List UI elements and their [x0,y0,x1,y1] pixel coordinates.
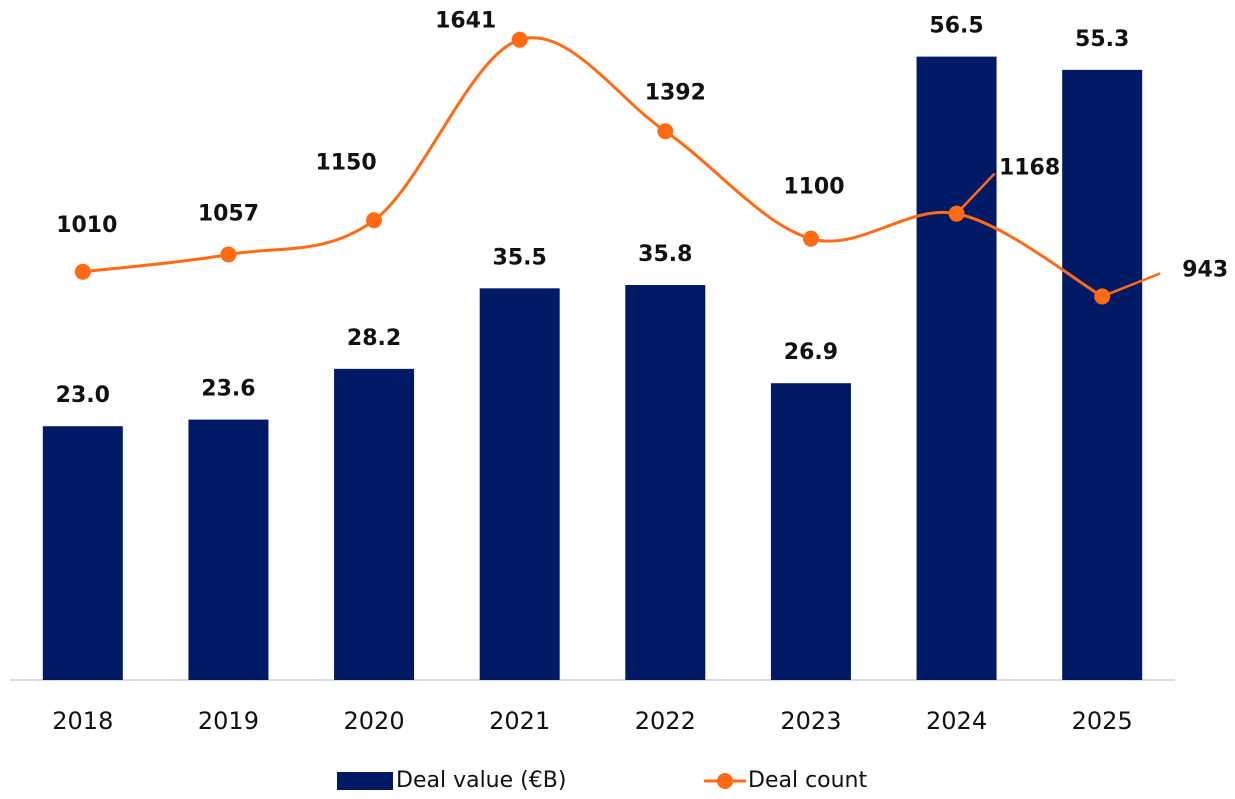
x-tick-label: 2019 [198,707,259,735]
bar [916,56,997,681]
bar [770,383,851,680]
line-point [220,246,237,263]
line-point [511,31,528,48]
line-point [657,123,674,140]
x-tick-label: 2025 [1072,707,1133,735]
legend-label: Deal count [748,768,868,793]
bar-value-label: 28.2 [347,326,401,351]
bar [625,285,706,680]
line-point [802,230,819,247]
x-tick-label: 2020 [344,707,405,735]
x-tick-label: 2022 [635,707,696,735]
bar [42,426,123,680]
bar [334,368,415,680]
legend-label: Deal value (€B) [396,768,566,793]
line-value-label: 1150 [315,150,376,175]
line-value-label: 943 [1182,257,1228,282]
bar [479,288,560,680]
bar-value-label: 35.5 [493,245,547,270]
bar-value-label: 56.5 [929,14,983,39]
bar-value-label: 26.9 [784,340,838,365]
line [82,36,1103,298]
line-point [948,205,965,222]
line-value-label: 1100 [783,175,844,200]
x-tick-label: 2023 [780,707,841,735]
line-point [1094,288,1111,305]
bar [1062,69,1143,680]
bar-value-label: 35.8 [638,242,692,267]
line-value-label: 1168 [999,156,1060,181]
line-value-label: 1010 [56,213,117,238]
legend-swatch [717,773,733,789]
bar-value-label: 23.6 [201,377,255,402]
bar-value-label: 55.3 [1075,27,1129,52]
bar [188,419,269,680]
line-value-label: 1057 [198,201,259,226]
line-point [366,212,383,229]
bar-value-label: 23.0 [56,383,110,408]
legend-swatch [337,772,393,790]
line-value-label: 1392 [645,80,706,105]
x-tick-label: 2018 [52,707,113,735]
x-tick-label: 2021 [489,707,550,735]
line-point [74,263,91,280]
leader-line [955,172,996,215]
leader-line [1101,272,1161,298]
x-tick-label: 2024 [926,707,987,735]
line-value-label: 1641 [435,9,496,34]
